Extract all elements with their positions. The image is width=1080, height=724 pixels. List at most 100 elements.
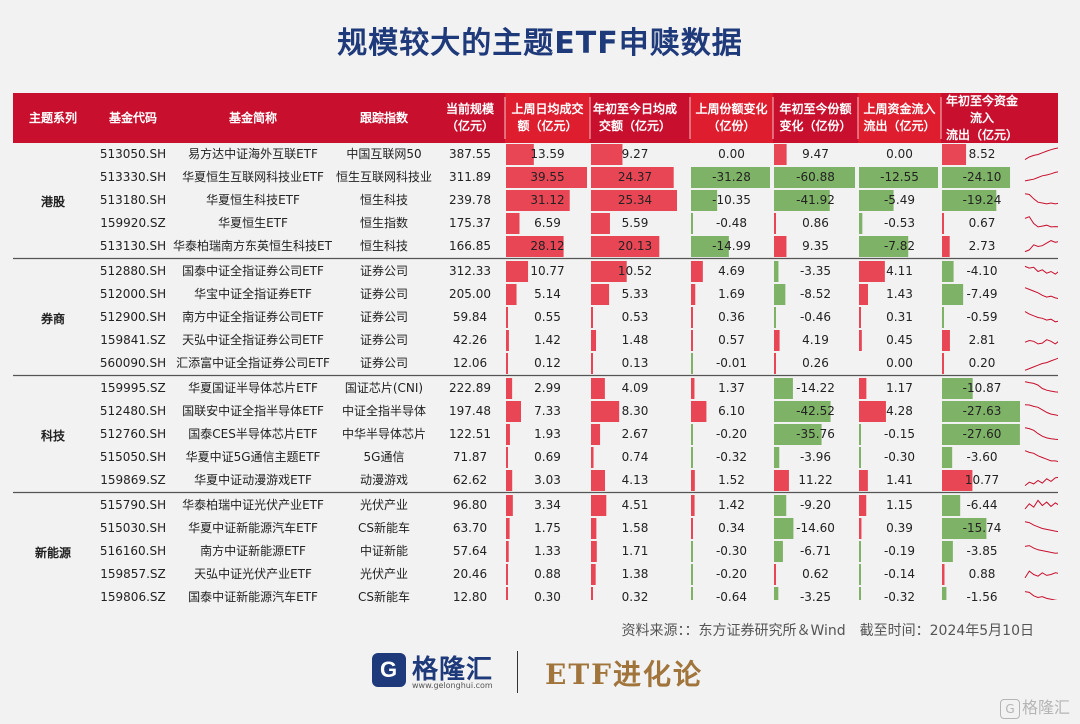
value-wk_share: -0.32	[715, 450, 748, 464]
cell-aum: 311.89	[449, 170, 491, 184]
trend-sparkline	[1024, 193, 1058, 205]
value-ytd_flow: -1.56	[966, 590, 998, 604]
bar-wk_turnover	[506, 330, 509, 351]
bar-wk_flow	[859, 401, 886, 422]
bar-ytd_flow	[942, 330, 950, 351]
value-wk_share: 4.69	[718, 264, 745, 278]
trend-sparkline	[1024, 591, 1058, 600]
value-wk_share: -0.30	[715, 544, 748, 558]
cell-aum: 71.87	[452, 450, 488, 464]
bar-ytd_turnover	[591, 261, 627, 282]
bar-ytd_flow	[942, 167, 1011, 188]
bar-wk_flow	[859, 424, 861, 445]
cell-aum: 205.00	[449, 287, 491, 301]
bar-ytd_share	[774, 144, 787, 165]
value-ytd_turnover: 1.38	[621, 567, 649, 581]
bar-wk_turnover	[506, 190, 570, 211]
cell-index: 中华半导体芯片	[341, 427, 426, 441]
value-wk_turnover: 2.99	[534, 381, 561, 395]
value-ytd_flow: -0.59	[966, 310, 998, 324]
value-wk_flow: 0.00	[886, 356, 913, 370]
cell-index: 国证芯片(CNI)	[344, 381, 424, 395]
bar-wk_share	[691, 587, 693, 600]
bar-ytd_flow	[942, 564, 945, 585]
trend-sparkline	[1024, 427, 1058, 440]
bar-wk_share	[691, 353, 693, 374]
etf-data-table: 主题系列 基金代码 基金简称 跟踪指数 当前规模 （亿元） 上周日均成交 额（亿元） 年初至…	[13, 93, 1058, 604]
bar-ytd_share	[774, 284, 786, 305]
bar-ytd_share	[774, 307, 776, 328]
bar-wk_turnover	[506, 307, 508, 328]
bar-wk_share	[691, 236, 729, 257]
value-wk_turnover: 28.12	[530, 239, 565, 253]
bar-ytd_turnover	[591, 190, 677, 211]
value-ytd_turnover: 5.33	[621, 287, 649, 301]
cell-index: 恒生互联网科技业	[335, 170, 432, 184]
value-wk_flow: -5.49	[883, 193, 916, 207]
cell-index: 证券公司	[359, 264, 408, 278]
cell-name: 国泰中证全指证券公司ETF	[182, 264, 324, 278]
bar-ytd_flow	[942, 518, 987, 539]
bar-ytd_share	[774, 447, 780, 468]
value-ytd_turnover: 8.30	[621, 404, 649, 418]
value-wk_flow: -0.32	[883, 590, 916, 604]
value-ytd_share: 0.62	[802, 567, 829, 581]
cell-code: 513180.SH	[99, 193, 167, 207]
trend-sparkline	[1024, 147, 1058, 161]
column-header: 年初至今资金流入 流出（亿元）	[945, 93, 1018, 142]
value-ytd_turnover: 0.74	[621, 450, 649, 464]
cell-code: 159841.SZ	[100, 333, 166, 347]
column-header: 跟踪指数	[359, 110, 408, 125]
bar-wk_flow	[859, 261, 885, 282]
value-wk_turnover: 39.55	[530, 170, 565, 184]
bar-ytd_flow	[942, 261, 954, 282]
bar-ytd_turnover	[591, 424, 601, 445]
bar-wk_share	[691, 401, 707, 422]
value-ytd_flow: -3.85	[966, 544, 998, 558]
cell-index: 恒生指数	[359, 216, 408, 230]
value-ytd_turnover: 0.53	[621, 310, 649, 324]
cell-code: 512760.SH	[99, 427, 167, 441]
cell-code: 512000.SH	[99, 287, 167, 301]
watermark: G 格隆汇	[999, 694, 1070, 719]
column-header: 年初至今份额 变化（亿份）	[779, 102, 852, 133]
trend-sparkline	[1024, 476, 1058, 486]
bar-wk_turnover	[506, 470, 513, 491]
value-wk_share: 1.52	[718, 473, 745, 487]
bar-ytd_turnover	[591, 378, 605, 399]
header-cell-bg	[858, 93, 941, 143]
trend-sparkline	[1024, 450, 1058, 462]
bar-wk_turnover	[506, 213, 520, 234]
value-wk_share: -10.35	[712, 193, 751, 207]
value-wk_share: -0.64	[715, 590, 748, 604]
trend-sparkline	[1024, 240, 1058, 253]
cell-code: 159920.SZ	[100, 216, 166, 230]
cell-aum: 12.80	[452, 590, 488, 604]
bar-ytd_flow	[942, 213, 944, 234]
value-ytd_share: 4.19	[802, 333, 829, 347]
value-wk_turnover: 1.42	[534, 333, 561, 347]
value-wk_flow: 4.11	[886, 264, 913, 278]
trend-sparkline	[1024, 570, 1058, 579]
value-wk_flow: -0.14	[883, 567, 916, 581]
bar-wk_flow	[859, 587, 862, 600]
bar-ytd_flow	[942, 144, 967, 165]
cell-index: 5G通信	[363, 450, 405, 464]
bar-wk_turnover	[506, 261, 529, 282]
column-header: 年初至今日均成 交额（亿元）	[592, 102, 677, 133]
trend-sparkline	[1024, 381, 1058, 393]
cell-index: 中国互联网50	[346, 147, 422, 161]
trend-sparkline	[1024, 545, 1058, 554]
value-wk_share: 0.00	[718, 147, 745, 161]
value-wk_turnover: 6.59	[534, 216, 561, 230]
cell-name: 国联安中证全指半导体ETF	[182, 404, 324, 418]
bar-ytd_turnover	[591, 236, 660, 257]
bar-ytd_turnover	[591, 144, 623, 165]
bar-ytd_share	[774, 401, 831, 422]
bar-wk_share	[691, 378, 695, 399]
bar-wk_flow	[859, 190, 894, 211]
bar-wk_share	[691, 261, 703, 282]
bar-ytd_turnover	[591, 541, 597, 562]
trend-sparkline	[1024, 216, 1058, 228]
value-wk_turnover: 1.33	[534, 544, 561, 558]
